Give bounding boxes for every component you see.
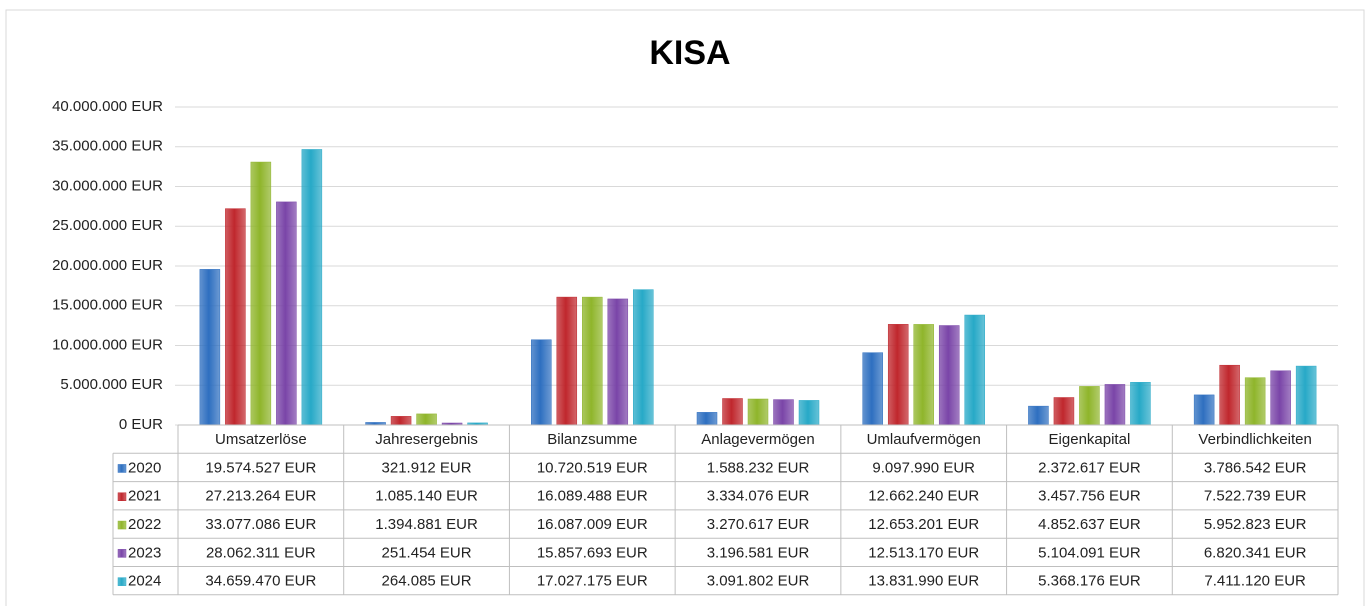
- bar: [862, 352, 883, 426]
- table-value: 1.394.881 EUR: [375, 516, 478, 533]
- legend-label: 2020: [128, 459, 161, 476]
- y-tick-label: 15.000.000 EUR: [52, 297, 163, 314]
- table-value: 5.368.176 EUR: [1038, 573, 1141, 590]
- bar: [1270, 370, 1291, 426]
- table-value: 16.087.009 EUR: [537, 516, 648, 533]
- table-value: 13.831.990 EUR: [868, 573, 979, 590]
- table-value: 19.574.527 EUR: [205, 459, 316, 476]
- y-tick-label: 25.000.000 EUR: [52, 217, 163, 234]
- bar: [798, 400, 820, 426]
- bar: [416, 413, 437, 426]
- table-value: 10.720.519 EUR: [537, 459, 648, 476]
- y-tick-label: 5.000.000 EUR: [60, 376, 163, 393]
- bar: [1295, 365, 1317, 426]
- table-value: 15.857.693 EUR: [537, 544, 648, 561]
- table-value: 321.912 EUR: [382, 459, 472, 476]
- table-value: 5.952.823 EUR: [1204, 516, 1307, 533]
- table-value: 6.820.341 EUR: [1204, 544, 1307, 561]
- y-tick-label: 35.000.000 EUR: [52, 138, 163, 155]
- table-value: 12.653.201 EUR: [868, 516, 979, 533]
- bar: [199, 269, 221, 426]
- table-value: 33.077.086 EUR: [205, 516, 316, 533]
- bar: [633, 289, 654, 426]
- table-value: 12.513.170 EUR: [868, 544, 979, 561]
- table-value: 17.027.175 EUR: [537, 573, 648, 590]
- bar: [887, 324, 909, 426]
- legend-swatch: [117, 577, 127, 586]
- bar: [1244, 377, 1266, 426]
- table-value: 3.786.542 EUR: [1204, 459, 1307, 476]
- x-tick-label: Eigenkapital: [1049, 431, 1131, 448]
- bar: [301, 149, 323, 426]
- legend-label: 2022: [128, 516, 161, 533]
- bar: [1053, 397, 1075, 426]
- bar: [938, 325, 960, 426]
- chart-title: KISA: [649, 34, 730, 72]
- table-value: 12.662.240 EUR: [868, 488, 979, 505]
- bar: [1079, 386, 1100, 426]
- table-value: 1.085.140 EUR: [375, 488, 478, 505]
- bar: [913, 324, 934, 426]
- y-tick-label: 30.000.000 EUR: [52, 177, 163, 194]
- y-tick-label: 10.000.000 EUR: [52, 336, 163, 353]
- bar: [556, 296, 578, 426]
- legend-label: 2023: [128, 544, 161, 561]
- legend-swatch: [117, 549, 127, 558]
- bar: [747, 398, 769, 426]
- bar: [276, 201, 297, 426]
- table-value: 264.085 EUR: [382, 573, 472, 590]
- bar: [582, 296, 603, 426]
- table-value: 7.522.739 EUR: [1204, 488, 1307, 505]
- table-value: 9.097.990 EUR: [872, 459, 975, 476]
- x-tick-label: Anlagevermögen: [701, 431, 814, 448]
- legend-swatch: [117, 464, 127, 473]
- legend-swatch: [117, 520, 127, 530]
- x-tick-label: Verbindlichkeiten: [1198, 431, 1311, 448]
- y-tick-label: 40.000.000 EUR: [52, 98, 163, 115]
- bar: [722, 398, 743, 426]
- table-value: 16.089.488 EUR: [537, 488, 648, 505]
- table-value: 28.062.311 EUR: [206, 544, 316, 561]
- bar: [1028, 405, 1049, 426]
- bar: [1104, 384, 1126, 426]
- table-value: 3.457.756 EUR: [1038, 488, 1141, 505]
- bar: [250, 161, 272, 426]
- legend-swatch: [117, 492, 127, 501]
- table-value: 7.411.120 EUR: [1204, 573, 1306, 590]
- table-value: 1.588.232 EUR: [707, 459, 810, 476]
- bar: [773, 399, 794, 426]
- bar: [225, 208, 246, 426]
- table-value: 5.104.091 EUR: [1038, 544, 1141, 561]
- y-tick-label: 0 EUR: [119, 416, 163, 433]
- y-tick-label: 20.000.000 EUR: [52, 257, 163, 274]
- table-value: 3.091.802 EUR: [707, 573, 810, 590]
- bar: [390, 416, 412, 426]
- table-value: 27.213.264 EUR: [205, 488, 316, 505]
- table-value: 3.270.617 EUR: [707, 516, 810, 533]
- x-tick-label: Jahresergebnis: [375, 431, 478, 448]
- bar: [696, 412, 718, 426]
- table-value: 34.659.470 EUR: [205, 573, 316, 590]
- x-tick-label: Umlaufvermögen: [867, 431, 981, 448]
- x-tick-label: Umsatzerlöse: [215, 431, 307, 448]
- bar: [1219, 364, 1240, 426]
- table-value: 251.454 EUR: [382, 544, 472, 561]
- bar: [1130, 382, 1151, 426]
- x-tick-label: Bilanzsumme: [547, 431, 637, 448]
- bar: [607, 298, 629, 426]
- bar: [531, 339, 552, 426]
- bar: [1193, 394, 1215, 426]
- table-value: 3.196.581 EUR: [707, 544, 810, 561]
- table-value: 4.852.637 EUR: [1038, 516, 1141, 533]
- bar: [964, 314, 985, 426]
- table-value: 3.334.076 EUR: [707, 488, 810, 505]
- legend-label: 2024: [128, 573, 161, 590]
- legend-label: 2021: [128, 488, 161, 505]
- table-value: 2.372.617 EUR: [1038, 459, 1141, 476]
